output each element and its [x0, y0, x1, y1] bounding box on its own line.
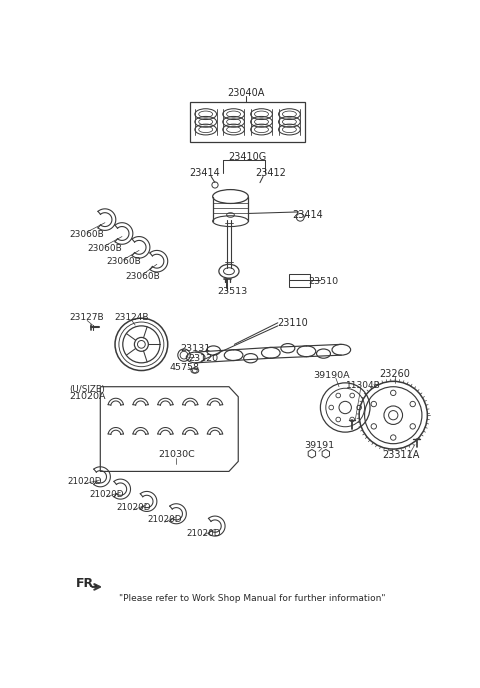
Text: 23124B: 23124B: [114, 313, 148, 322]
Text: 23120: 23120: [188, 354, 218, 363]
Text: 21030C: 21030C: [158, 450, 194, 459]
Text: 21020D: 21020D: [89, 490, 124, 499]
Text: 23410G: 23410G: [228, 152, 267, 162]
Text: 21020D: 21020D: [68, 477, 102, 486]
Text: 21020A: 21020A: [69, 392, 106, 401]
Text: 23040A: 23040A: [228, 88, 264, 98]
Text: 23414: 23414: [189, 169, 219, 178]
Text: 23060B: 23060B: [106, 257, 141, 266]
FancyArrowPatch shape: [92, 584, 100, 590]
Text: 23060B: 23060B: [126, 272, 160, 281]
Text: 23131: 23131: [180, 344, 211, 353]
Text: 23412: 23412: [255, 169, 286, 178]
Text: 21020D: 21020D: [186, 528, 221, 537]
Text: 39191: 39191: [305, 442, 335, 451]
Text: 23260: 23260: [379, 369, 410, 378]
Text: 21020D: 21020D: [116, 503, 151, 512]
Text: FR.: FR.: [75, 577, 98, 590]
Text: 23127B: 23127B: [70, 313, 105, 322]
Text: 23414: 23414: [293, 210, 324, 220]
Bar: [190, 102, 305, 142]
Text: 45758: 45758: [169, 363, 199, 372]
Text: 39190A: 39190A: [313, 371, 349, 380]
Text: 11304B: 11304B: [347, 381, 381, 391]
Text: "Please refer to Work Shop Manual for further information": "Please refer to Work Shop Manual for fu…: [119, 594, 385, 603]
Text: 21020D: 21020D: [147, 515, 182, 524]
Text: 23513: 23513: [217, 288, 247, 297]
Text: 23311A: 23311A: [382, 450, 420, 460]
Text: 23060B: 23060B: [70, 230, 105, 239]
Text: 23110: 23110: [277, 318, 308, 327]
Text: (U/SIZE): (U/SIZE): [69, 385, 105, 394]
Text: 23060B: 23060B: [87, 244, 122, 252]
Bar: [289, 274, 310, 288]
Text: 23510: 23510: [309, 277, 338, 286]
